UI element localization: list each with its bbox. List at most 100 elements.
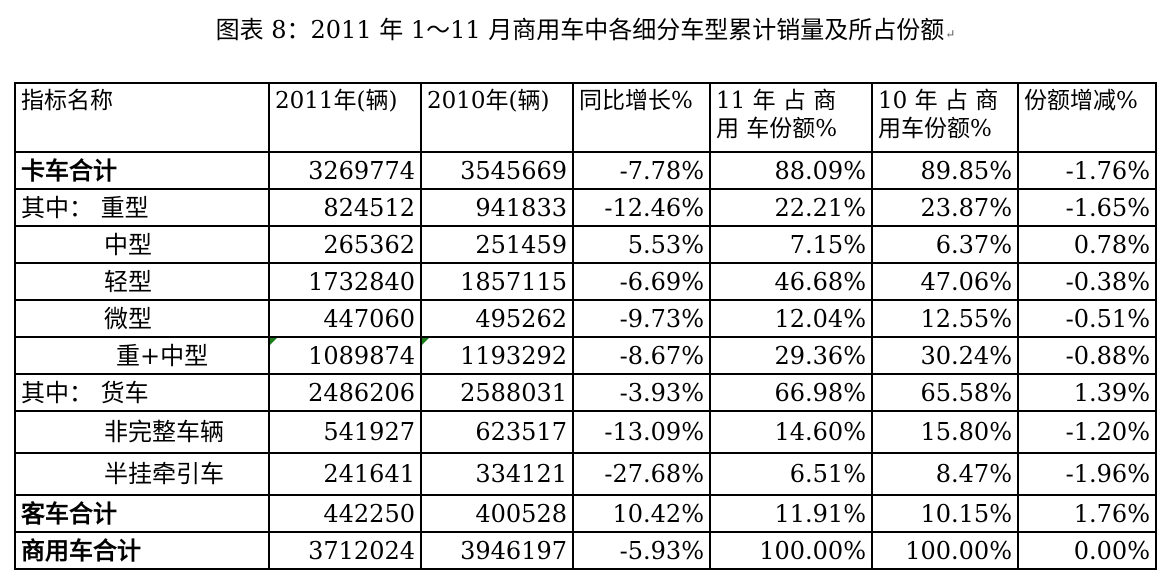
table-row: 其中： 重型 824512 941833 -12.46% 22.21% 23.8… — [14, 188, 1157, 227]
table-row: 客车合计 442250 400528 10.42% 11.91% 10.15% … — [14, 494, 1157, 533]
header-yoy: 同比增长% — [572, 82, 711, 153]
caption-text: 图表 8：2011 年 1～11 月商用车中各细分车型累计销量及所占份额 — [215, 16, 945, 44]
cell-yoy: -13.09% — [572, 410, 711, 454]
cell-2011: 541927 — [268, 410, 422, 454]
cell-2010: 495262 — [420, 299, 574, 338]
cell-2010: 334121 — [420, 452, 574, 496]
cell-yoy: -27.68% — [572, 452, 711, 496]
cell-2010: 941833 — [420, 188, 574, 227]
cell-share-2011: 29.36% — [709, 336, 873, 375]
cell-2011: 2486206 — [268, 373, 422, 412]
cell-share-2010: 65.58% — [871, 373, 1019, 412]
cell-share-2011: 66.98% — [709, 373, 873, 412]
cell-share-2010: 15.80% — [871, 410, 1019, 454]
cell-yoy: -7.78% — [572, 151, 711, 190]
cell-share-change: -0.38% — [1017, 262, 1157, 301]
cell-share-change: -0.88% — [1017, 336, 1157, 375]
table-row: 重+中型 1089874 1193292 -8.67% 29.36% 30.24… — [14, 336, 1157, 375]
cell-share-2011: 100.00% — [709, 531, 873, 570]
header-share-change: 份额增减% — [1017, 82, 1157, 153]
cell-share-change: -1.20% — [1017, 410, 1157, 454]
cell-yoy: -5.93% — [572, 531, 711, 570]
cell-2010: 400528 — [420, 494, 574, 533]
error-indicator-icon — [423, 339, 429, 345]
cell-share-change: 1.39% — [1017, 373, 1157, 412]
cell-share-2010: 47.06% — [871, 262, 1019, 301]
cell-yoy: -8.67% — [572, 336, 711, 375]
cell-2011: 447060 — [268, 299, 422, 338]
cell-share-2011: 7.15% — [709, 225, 873, 264]
cell-share-2011: 46.68% — [709, 262, 873, 301]
cell-share-change: -1.96% — [1017, 452, 1157, 496]
row-label: 中型 — [14, 225, 270, 264]
cell-share-change: -0.51% — [1017, 299, 1157, 338]
cell-share-2011: 12.04% — [709, 299, 873, 338]
cell-2010: 3545669 — [420, 151, 574, 190]
row-label: 重+中型 — [14, 336, 270, 375]
row-label: 客车合计 — [14, 494, 270, 533]
cell-share-2011: 22.21% — [709, 188, 873, 227]
table-row: 非完整车辆 541927 623517 -13.09% 14.60% 15.80… — [14, 410, 1157, 454]
header-indicator: 指标名称 — [14, 82, 270, 153]
cell-2011: 1732840 — [268, 262, 422, 301]
cell-yoy: -3.93% — [572, 373, 711, 412]
cell-share-change: -1.65% — [1017, 188, 1157, 227]
table-row: 商用车合计 3712024 3946197 -5.93% 100.00% 100… — [14, 531, 1157, 570]
header-share-2011: 11 年 占 商 用 车份额% — [709, 82, 873, 153]
cell-share-change: 0.00% — [1017, 531, 1157, 570]
row-label: 商用车合计 — [14, 531, 270, 570]
row-label: 轻型 — [14, 262, 270, 301]
cell-2011: 241641 — [268, 452, 422, 496]
row-label: 微型 — [14, 299, 270, 338]
cell-2011: 1089874 — [268, 336, 422, 375]
cell-share-2010: 89.85% — [871, 151, 1019, 190]
table-row: 微型 447060 495262 -9.73% 12.04% 12.55% -0… — [14, 299, 1157, 338]
header-2011: 2011年(辆) — [268, 82, 422, 153]
cell-2010: 251459 — [420, 225, 574, 264]
table-row: 轻型 1732840 1857115 -6.69% 46.68% 47.06% … — [14, 262, 1157, 301]
cell-share-2010: 23.87% — [871, 188, 1019, 227]
paragraph-mark-icon: ↵ — [945, 27, 956, 41]
cell-share-change: 1.76% — [1017, 494, 1157, 533]
cell-yoy: -9.73% — [572, 299, 711, 338]
header-row: 指标名称 2011年(辆) 2010年(辆) 同比增长% 11 年 占 商 用 … — [14, 82, 1157, 153]
cell-share-2010: 30.24% — [871, 336, 1019, 375]
cell-share-2010: 8.47% — [871, 452, 1019, 496]
cell-share-2010: 6.37% — [871, 225, 1019, 264]
row-label: 卡车合计 — [14, 151, 270, 190]
cell-share-2010: 10.15% — [871, 494, 1019, 533]
cell-2011: 265362 — [268, 225, 422, 264]
cell-yoy: 5.53% — [572, 225, 711, 264]
row-label: 其中： 重型 — [14, 188, 270, 227]
cell-2010: 3946197 — [420, 531, 574, 570]
cell-2010: 2588031 — [420, 373, 574, 412]
row-label: 其中： 货车 — [14, 373, 270, 412]
cell-yoy: -6.69% — [572, 262, 711, 301]
cell-2010: 1193292 — [420, 336, 574, 375]
table-row: 中型 265362 251459 5.53% 7.15% 6.37% 0.78% — [14, 225, 1157, 264]
header-share-2010: 10 年 占 商 用车份额% — [871, 82, 1019, 153]
cell-share-2011: 6.51% — [709, 452, 873, 496]
cell-2010: 1857115 — [420, 262, 574, 301]
table-row: 卡车合计 3269774 3545669 -7.78% 88.09% 89.85… — [14, 151, 1157, 190]
cell-share-change: 0.78% — [1017, 225, 1157, 264]
cell-share-2011: 14.60% — [709, 410, 873, 454]
cell-2011: 3712024 — [268, 531, 422, 570]
sales-table: 指标名称 2011年(辆) 2010年(辆) 同比增长% 11 年 占 商 用 … — [14, 82, 1157, 570]
cell-share-2011: 88.09% — [709, 151, 873, 190]
figure-caption: 图表 8：2011 年 1～11 月商用车中各细分车型累计销量及所占份额↵ — [0, 14, 1171, 50]
header-2010: 2010年(辆) — [420, 82, 574, 153]
table-row: 半挂牵引车 241641 334121 -27.68% 6.51% 8.47% … — [14, 452, 1157, 496]
cell-2011: 824512 — [268, 188, 422, 227]
cell-share-2011: 11.91% — [709, 494, 873, 533]
cell-2010-value: 1193292 — [460, 341, 567, 370]
table-row: 其中： 货车 2486206 2588031 -3.93% 66.98% 65.… — [14, 373, 1157, 412]
cell-share-change: -1.76% — [1017, 151, 1157, 190]
cell-2011-value: 1089874 — [308, 341, 415, 370]
cell-share-2010: 100.00% — [871, 531, 1019, 570]
cell-2011: 442250 — [268, 494, 422, 533]
error-indicator-icon — [271, 339, 277, 345]
cell-2010: 623517 — [420, 410, 574, 454]
cell-yoy: -12.46% — [572, 188, 711, 227]
cell-yoy: 10.42% — [572, 494, 711, 533]
